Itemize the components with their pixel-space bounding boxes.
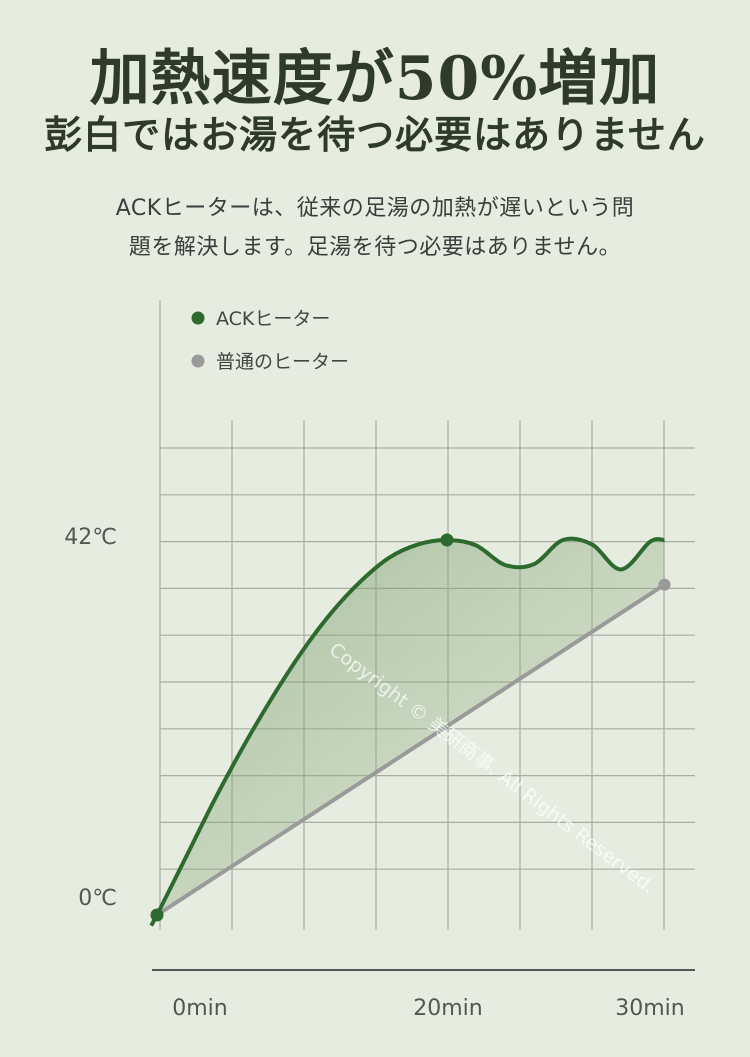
- normal-heater-point: [658, 578, 671, 591]
- y-tick-label: 42℃: [64, 525, 117, 550]
- x-tick-label: 30min: [615, 996, 684, 1021]
- page-title: 加熱速度が50%増加: [89, 44, 661, 114]
- y-tick-label: 0℃: [78, 886, 117, 911]
- ack-heater-point: [150, 908, 164, 922]
- page-subtitle: 彭白ではお湯を待つ必要はありません: [44, 112, 706, 157]
- legend-label: 普通のヒーター: [216, 351, 349, 373]
- series-line-ack-heater: [149, 536, 665, 927]
- ack-heater-point: [440, 533, 454, 547]
- legend-marker: [191, 354, 205, 368]
- legend-marker: [191, 311, 205, 325]
- x-tick-label: 20min: [413, 996, 482, 1021]
- description-line-2: 題を解決します。足湯を待つ必要はありません。: [128, 235, 622, 260]
- series-line-normal-heater: [155, 582, 666, 917]
- legend-label: ACKヒーター: [216, 308, 330, 330]
- description-line-1: ACKヒーターは、従来の足湯の加熱が遅いという問: [115, 196, 635, 221]
- ack-area-fill: [157, 538, 665, 915]
- x-tick-label: 0min: [172, 996, 227, 1021]
